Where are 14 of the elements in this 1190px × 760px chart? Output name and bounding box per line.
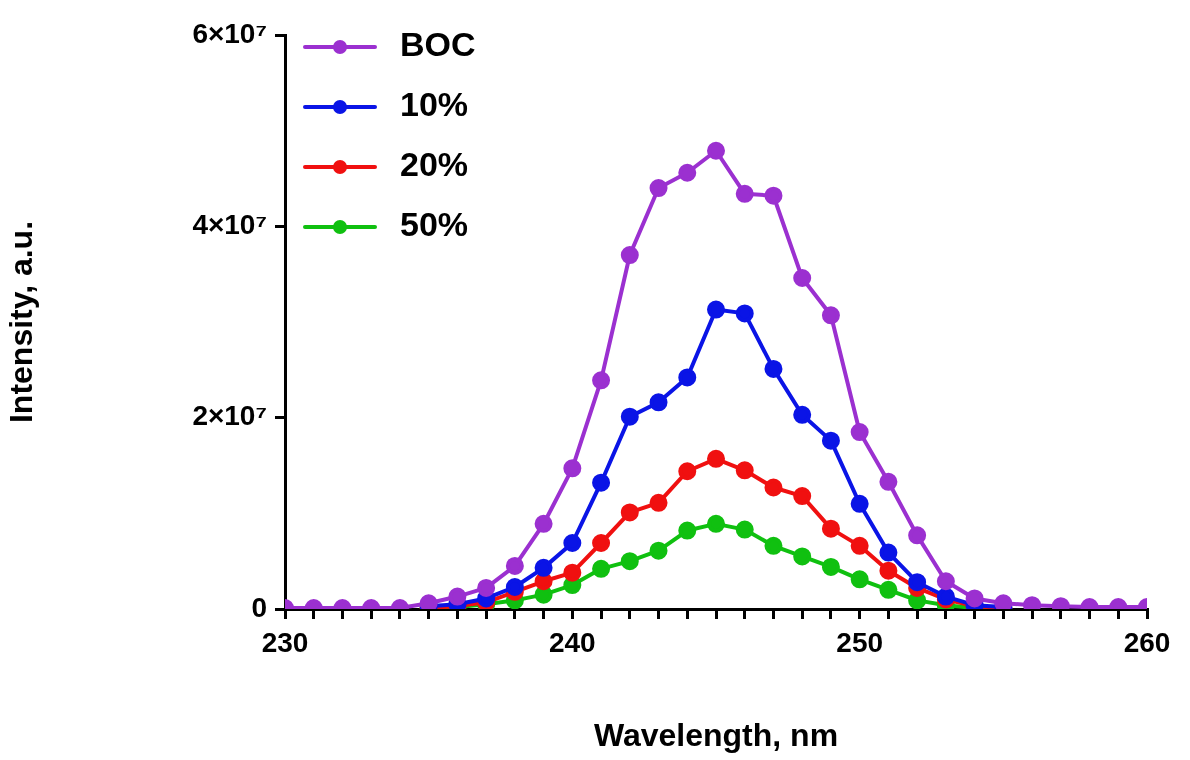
legend-label: BOC — [400, 25, 476, 64]
y-axis-title: Intensity, a.u. — [3, 220, 40, 424]
y-tick-label: 4×10⁷ — [192, 209, 267, 241]
x-tick-label: 230 — [261, 626, 309, 658]
x-tick-label: 260 — [1123, 626, 1171, 658]
legend-label: 50% — [400, 205, 469, 244]
y-tick-label: 2×10⁷ — [192, 400, 267, 432]
y-tick-label: 0 — [251, 591, 267, 623]
x-tick-label: 250 — [836, 626, 884, 658]
legend-label: 20% — [400, 145, 469, 184]
y-tick-label: 6×10⁷ — [192, 17, 267, 49]
x-tick-label: 240 — [548, 626, 596, 658]
x-axis-title: Wavelength, nm — [593, 716, 839, 753]
legend-label: 10% — [400, 85, 469, 124]
